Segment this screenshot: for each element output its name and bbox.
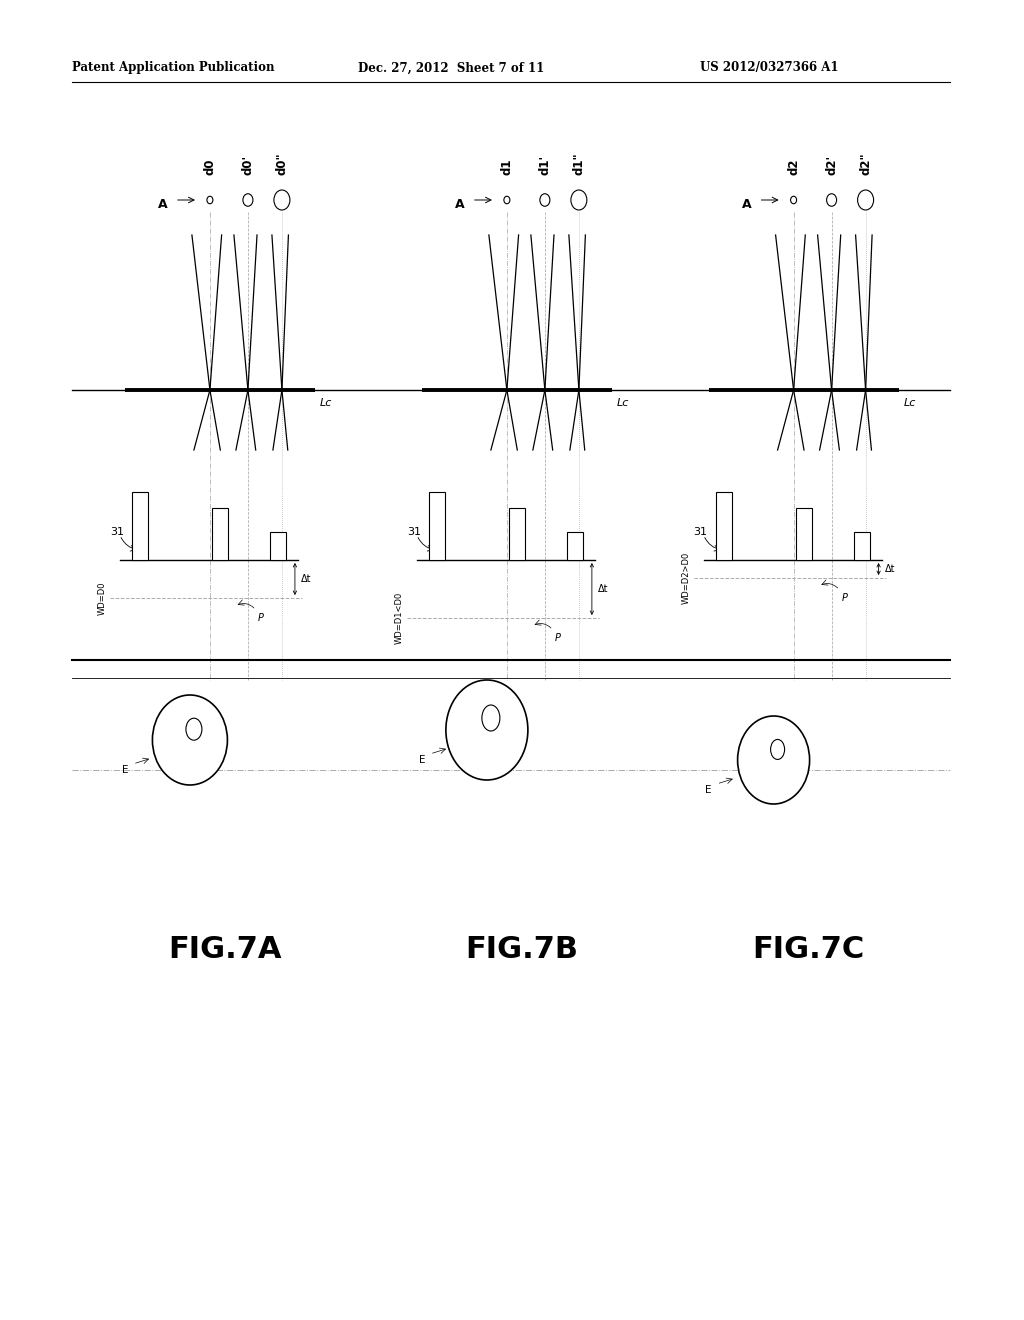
Bar: [212, 508, 228, 560]
Text: WD=D1<D0: WD=D1<D0: [395, 591, 403, 644]
Text: d2": d2": [859, 152, 872, 176]
Text: FIG.7A: FIG.7A: [168, 936, 282, 965]
Bar: [854, 532, 869, 560]
Bar: [716, 492, 731, 560]
Bar: [429, 492, 444, 560]
Text: Lc: Lc: [616, 399, 630, 408]
Text: d2: d2: [787, 158, 800, 176]
Ellipse shape: [737, 715, 810, 804]
Text: d0': d0': [242, 154, 254, 176]
Ellipse shape: [445, 680, 528, 780]
Bar: [796, 508, 812, 560]
Text: Lc: Lc: [903, 399, 916, 408]
Text: E: E: [122, 766, 128, 775]
Bar: [132, 492, 147, 560]
Text: A: A: [742, 198, 752, 211]
Ellipse shape: [540, 194, 550, 206]
Text: A: A: [159, 198, 168, 211]
Text: d0": d0": [275, 152, 289, 176]
Text: Patent Application Publication: Patent Application Publication: [72, 62, 274, 74]
Ellipse shape: [243, 194, 253, 206]
Text: US 2012/0327366 A1: US 2012/0327366 A1: [700, 62, 839, 74]
Ellipse shape: [826, 194, 837, 206]
Text: WD=D2>D0: WD=D2>D0: [682, 552, 690, 605]
Bar: [567, 532, 583, 560]
Text: d1': d1': [539, 154, 551, 176]
Text: 31: 31: [693, 527, 708, 537]
Text: Δt: Δt: [598, 583, 608, 594]
Bar: [270, 532, 286, 560]
Text: 31: 31: [110, 527, 124, 537]
Text: P: P: [258, 612, 264, 623]
Text: d0: d0: [204, 158, 216, 176]
Text: d1": d1": [572, 152, 586, 176]
Text: Δt: Δt: [885, 564, 895, 574]
Ellipse shape: [504, 197, 510, 203]
Text: d2': d2': [825, 154, 838, 176]
Text: FIG.7B: FIG.7B: [465, 936, 579, 965]
Ellipse shape: [858, 190, 873, 210]
Ellipse shape: [207, 197, 213, 203]
Text: A: A: [456, 198, 465, 211]
Text: E: E: [706, 785, 712, 795]
Ellipse shape: [482, 705, 500, 731]
Text: WD=D0: WD=D0: [98, 581, 106, 615]
Ellipse shape: [153, 696, 227, 785]
Text: Dec. 27, 2012  Sheet 7 of 11: Dec. 27, 2012 Sheet 7 of 11: [358, 62, 544, 74]
Text: P: P: [555, 634, 561, 643]
Ellipse shape: [771, 739, 784, 759]
Text: Δt: Δt: [301, 574, 311, 583]
Text: 31: 31: [407, 527, 421, 537]
Ellipse shape: [186, 718, 202, 741]
Ellipse shape: [273, 190, 290, 210]
Bar: [509, 508, 525, 560]
Text: Lc: Lc: [319, 399, 333, 408]
Text: P: P: [842, 593, 848, 603]
Ellipse shape: [791, 197, 797, 203]
Ellipse shape: [571, 190, 587, 210]
Text: E: E: [419, 755, 425, 766]
Text: d1: d1: [501, 158, 513, 176]
Text: FIG.7C: FIG.7C: [753, 936, 864, 965]
